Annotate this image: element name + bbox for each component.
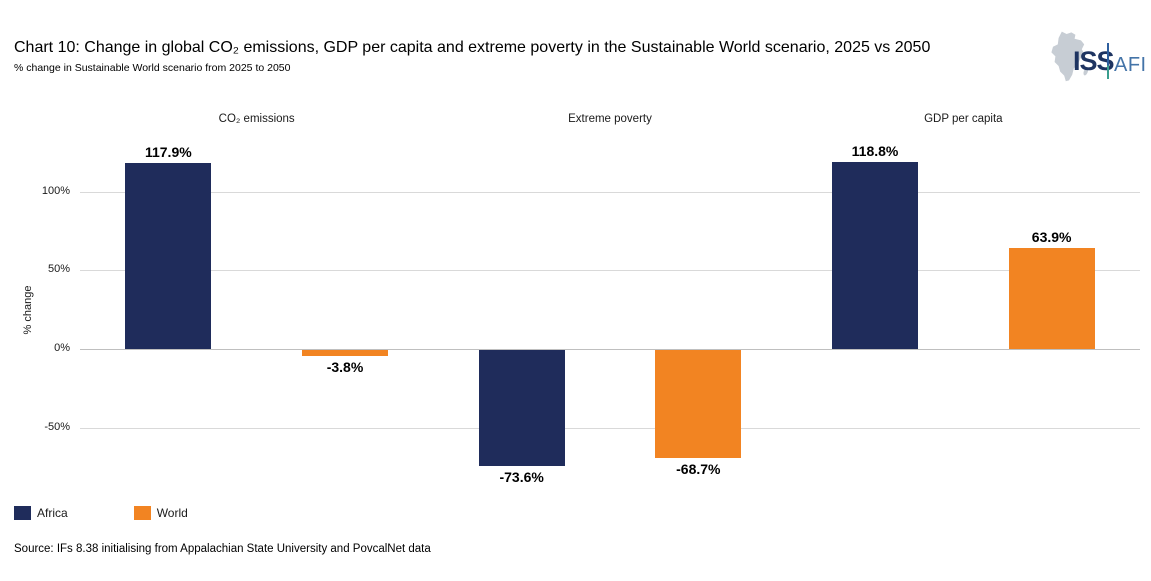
value-label: 117.9%	[144, 144, 192, 161]
value-label: 63.9%	[1031, 229, 1072, 246]
y-tick-label: 50%	[47, 263, 70, 276]
legend: Africa World	[14, 506, 254, 520]
iss-afi-logo: ISS AFI	[1045, 28, 1151, 88]
bar-world-1	[302, 350, 388, 356]
logo-divider	[1107, 43, 1109, 79]
category-label: CO₂ emissions	[218, 113, 295, 125]
category-label: Extreme poverty	[568, 113, 652, 125]
legend-swatch	[133, 506, 151, 520]
y-tick-label: -50%	[44, 420, 70, 433]
gridline	[80, 349, 1140, 350]
legend-swatch	[14, 506, 31, 520]
gridline	[80, 191, 1140, 193]
bar-world-3	[1008, 248, 1095, 349]
plot-area: 117.9% -3.8% -73.6% -68.7% 118.8% 63.9%	[80, 140, 1140, 485]
value-label: 118.8%	[851, 143, 899, 159]
y-axis-tick-labels: 100% 50% 0% -50%	[0, 140, 70, 475]
value-label: -68.7%	[676, 461, 721, 478]
logo-afi-text: AFI	[1114, 54, 1147, 76]
legend-label: Africa	[37, 506, 68, 520]
category-label: GDP per capita	[924, 113, 1003, 125]
chart-subtitle: % change in Sustainable World scenario f…	[14, 62, 291, 74]
legend-item-africa: Africa	[14, 506, 68, 520]
gridline	[80, 270, 1140, 272]
category-labels: CO₂ emissions Extreme poverty GDP per capi…	[80, 113, 1140, 129]
bar-africa-1	[125, 163, 212, 349]
source-note: Source: IFs 8.38 initialising from Appal…	[14, 543, 431, 555]
y-tick-label: 0%	[54, 342, 70, 354]
bar-africa-2	[478, 350, 565, 466]
value-label: -3.8%	[326, 358, 364, 375]
gridline	[80, 427, 1140, 429]
legend-item-world: World	[133, 506, 188, 520]
y-tick-label: 100%	[41, 184, 70, 197]
chart-title: Chart 10: Change in global CO₂ emissions…	[14, 39, 931, 56]
legend-label: World	[156, 506, 188, 520]
bar-world-2	[655, 350, 742, 459]
bar-africa-3	[832, 162, 918, 349]
africa-silhouette-icon	[1051, 31, 1089, 82]
value-label: -73.6%	[499, 468, 544, 485]
